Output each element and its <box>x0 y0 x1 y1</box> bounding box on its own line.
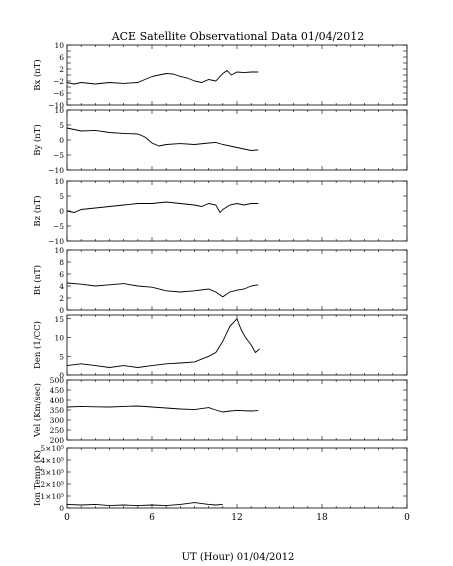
x-tick-labels: 0 6 12 18 0 <box>64 513 410 523</box>
panel-frame <box>66 447 408 509</box>
y-tick-label: −2 <box>53 77 64 86</box>
panel-frame <box>66 249 408 311</box>
y-axis-label: Bx (nT) <box>32 59 43 91</box>
panel-1: −10 −5 0 5 10 By (nT) <box>32 106 408 175</box>
chart-title: ACE Satellite Observational Data 01/04/2… <box>111 30 365 43</box>
y-tick-label: 8 <box>59 258 64 267</box>
y-tick-label: 15 <box>54 315 64 324</box>
y-tick-label: 0 <box>59 504 64 513</box>
y-tick-label: 300 <box>50 416 65 425</box>
series-line <box>66 69 259 85</box>
y-tick-label: −6 <box>53 89 64 98</box>
y-tick-label: 10 <box>54 177 64 186</box>
y-tick-label: 400 <box>50 396 65 405</box>
y-tick-label: 10 <box>54 334 64 343</box>
panel-4: 0 5 10 15 Den (1/CC) <box>32 314 408 380</box>
panel-frame <box>66 44 408 106</box>
panel-frame <box>66 109 408 171</box>
y-tick-label: 10 <box>54 246 64 255</box>
y-tick-label: 0 <box>59 371 64 380</box>
panel-frame <box>66 180 408 242</box>
y-tick-label: 2 <box>59 65 64 74</box>
y-axis-label: By (nT) <box>32 124 43 156</box>
y-axis-label: Ion Temp (K) <box>32 450 43 506</box>
x-axis-label: UT (Hour) 01/04/2012 <box>182 552 295 563</box>
x-tick-label: 0 <box>404 513 410 523</box>
y-tick-label: 0 <box>59 207 64 216</box>
panels: −10 −6 −2 2 6 10 Bx (nT) −10 −5 0 5 10 By (nT) −10 −5 0… <box>32 41 408 513</box>
x-tick-label: 12 <box>231 513 242 523</box>
y-tick-label: 5 <box>59 192 64 201</box>
panel-0: −10 −6 −2 2 6 10 Bx (nT) <box>32 41 408 110</box>
panel-3: 0 2 4 6 8 10 Bt (nT) <box>32 246 408 315</box>
y-tick-label: 5×10⁵ <box>40 444 64 453</box>
series-line <box>66 317 260 368</box>
y-tick-label: 0 <box>59 306 64 315</box>
y-tick-label: 4×10⁵ <box>40 456 64 465</box>
y-axis-label: Bt (nT) <box>32 265 43 295</box>
series-line <box>66 405 259 413</box>
panel-2: −10 −5 0 5 10 Bz (nT) <box>32 177 408 246</box>
y-tick-label: 10 <box>54 41 64 50</box>
series-line <box>66 127 259 151</box>
y-tick-label: 5 <box>59 352 64 361</box>
y-tick-label: −5 <box>53 151 64 160</box>
x-tick-label: 6 <box>149 513 155 523</box>
y-tick-label: 10 <box>54 106 64 115</box>
y-tick-label: −10 <box>48 101 64 110</box>
y-axis-label: Bz (nT) <box>32 195 43 226</box>
y-tick-label: 3×10⁵ <box>40 468 64 477</box>
series-line <box>66 502 223 507</box>
y-tick-label: 6 <box>59 53 64 62</box>
y-tick-label: 350 <box>50 406 65 415</box>
y-tick-label: −10 <box>48 166 64 175</box>
y-tick-label: −5 <box>53 222 64 231</box>
y-tick-label: 0 <box>59 136 64 145</box>
y-tick-label: 6 <box>59 270 64 279</box>
y-tick-label: 2 <box>59 294 64 303</box>
y-tick-label: 450 <box>50 386 65 395</box>
x-tick-label: 18 <box>316 513 328 523</box>
y-tick-label: 500 <box>50 376 65 385</box>
y-tick-label: −10 <box>48 237 64 246</box>
series-line <box>66 201 259 214</box>
y-tick-label: 250 <box>50 426 65 435</box>
series-line <box>66 282 259 298</box>
y-tick-label: 5 <box>59 121 64 130</box>
y-tick-label: 1×10⁵ <box>40 492 64 501</box>
y-tick-label: 200 <box>50 436 65 445</box>
y-tick-label: 2×10⁵ <box>40 480 64 489</box>
x-tick-label: 0 <box>64 513 70 523</box>
y-axis-label: Den (1/CC) <box>32 321 43 369</box>
y-axis-label: Vel (Km/sec) <box>32 383 43 438</box>
y-tick-label: 4 <box>59 282 64 291</box>
